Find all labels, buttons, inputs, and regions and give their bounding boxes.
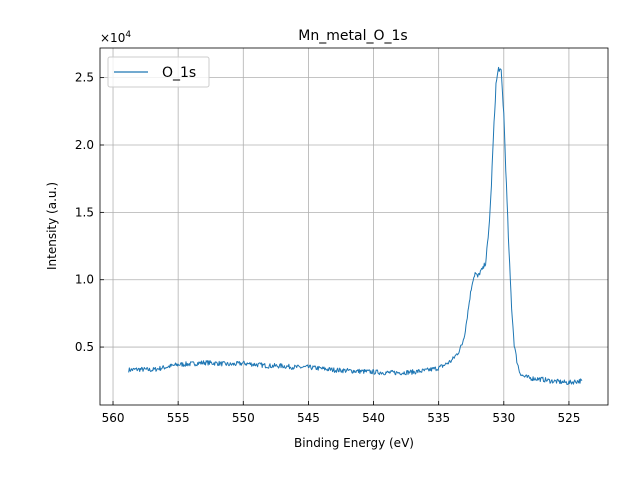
- x-tick-label: 525: [557, 411, 580, 425]
- y-tick-label: 0.5: [75, 340, 94, 354]
- x-tick-label: 540: [362, 411, 385, 425]
- y-scale-exponent: 4: [125, 30, 131, 40]
- series-line-o-1s: [128, 66, 583, 385]
- legend-box: [107, 56, 210, 88]
- y-scale-base: ×10: [100, 31, 125, 45]
- x-tick-label: 560: [102, 411, 125, 425]
- y-tick-label: 2.0: [75, 138, 94, 152]
- x-tick-label: 535: [427, 411, 450, 425]
- x-tick-label: 530: [492, 411, 515, 425]
- chart-title: Mn_metal_O_1s: [298, 28, 407, 44]
- legend: O_1s: [107, 56, 210, 88]
- plot-frame: [99, 47, 609, 406]
- x-tick-label: 555: [167, 411, 190, 425]
- y-tick-label: 1.5: [75, 205, 94, 219]
- legend-label: O_1s: [162, 65, 196, 81]
- x-axis: 560 555 550 545 540 535 530 525: [102, 401, 580, 425]
- x-tick-label: 550: [232, 411, 255, 425]
- y-tick-label: 2.5: [75, 71, 94, 85]
- series-layer: [128, 66, 583, 385]
- grid: [100, 48, 608, 405]
- x-tick-label: 545: [297, 411, 320, 425]
- y-axis-label: Intensity (a.u.): [45, 182, 59, 270]
- x-axis-label: Binding Energy (eV): [294, 436, 414, 450]
- y-axis: 0.5 1.0 1.5 2.0 2.5: [75, 71, 104, 354]
- y-tick-label: 1.0: [75, 273, 94, 287]
- y-scale-factor: ×104: [100, 30, 131, 45]
